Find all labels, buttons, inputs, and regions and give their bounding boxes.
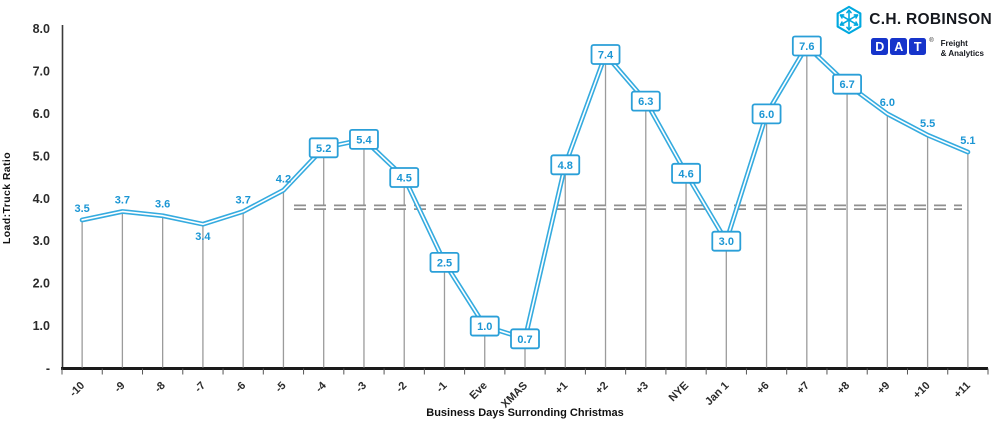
chrobinson-logo: C.H. ROBINSON bbox=[834, 5, 992, 35]
dat-letter-t: T bbox=[909, 38, 927, 55]
data-label: 4.5 bbox=[397, 173, 412, 185]
data-label: 4.8 bbox=[558, 160, 573, 172]
data-label-box bbox=[711, 230, 742, 252]
data-label-box bbox=[308, 137, 339, 159]
data-label: 6.3 bbox=[638, 96, 653, 108]
chrobinson-hexagon-icon bbox=[836, 5, 862, 35]
x-tick-label: +10 bbox=[911, 380, 933, 402]
x-tick-label: -9 bbox=[112, 380, 127, 395]
data-label: 7.4 bbox=[598, 49, 614, 61]
x-tick-label: +3 bbox=[634, 380, 651, 397]
data-label-box bbox=[510, 328, 540, 350]
data-label: 3.7 bbox=[236, 194, 251, 206]
data-label: 1.0 bbox=[477, 321, 492, 333]
data-label: 5.2 bbox=[316, 143, 331, 155]
data-label: 3.5 bbox=[74, 203, 89, 215]
data-label: 0.7 bbox=[517, 334, 532, 346]
y-tick-label: - bbox=[46, 362, 50, 376]
x-tick-label: -3 bbox=[354, 380, 369, 395]
x-tick-label: NYE bbox=[667, 380, 691, 404]
data-label: 5.4 bbox=[356, 134, 372, 146]
data-label-box bbox=[630, 90, 661, 112]
x-tick-label: Eve bbox=[468, 380, 490, 402]
data-label: 6.0 bbox=[880, 97, 895, 109]
data-label-box bbox=[469, 315, 500, 337]
x-tick-label: -10 bbox=[68, 380, 88, 400]
data-label: 6.0 bbox=[759, 109, 774, 121]
data-label: 4.2 bbox=[276, 173, 291, 185]
x-tick-label: -6 bbox=[233, 380, 248, 395]
data-label-box bbox=[832, 73, 862, 95]
y-tick-label: 3.0 bbox=[33, 234, 50, 248]
x-tick-label: -1 bbox=[434, 380, 449, 395]
x-tick-label: +8 bbox=[835, 380, 852, 397]
x-tick-label: -8 bbox=[152, 380, 167, 395]
data-label-box bbox=[791, 35, 822, 57]
data-label: 3.6 bbox=[155, 199, 170, 211]
x-tick-label: +11 bbox=[952, 380, 973, 401]
data-label: 3.0 bbox=[719, 236, 734, 248]
x-tick-label: -4 bbox=[313, 379, 329, 395]
chrobinson-logo-text: C.H. ROBINSON bbox=[869, 11, 992, 28]
data-label-box bbox=[550, 154, 581, 176]
x-tick-label: -7 bbox=[193, 380, 208, 395]
y-tick-label: 1.0 bbox=[33, 319, 50, 333]
y-tick-label: 6.0 bbox=[33, 107, 50, 121]
dat-tagline-line1: Freight bbox=[940, 39, 968, 48]
data-label: 7.6 bbox=[799, 41, 814, 53]
y-tick-label: 5.0 bbox=[33, 149, 50, 163]
data-label: 6.7 bbox=[839, 79, 854, 91]
x-tick-label: +9 bbox=[875, 380, 892, 397]
data-label-box bbox=[671, 162, 701, 184]
data-label: 4.6 bbox=[678, 168, 693, 180]
x-axis-title: Business Days Surronding Christmas bbox=[426, 407, 624, 419]
registered-trademark-mark: ® bbox=[929, 38, 934, 44]
x-tick-label: +2 bbox=[593, 380, 610, 397]
x-tick-label: -5 bbox=[273, 380, 288, 395]
y-tick-label: 4.0 bbox=[33, 192, 50, 206]
data-label-box bbox=[590, 44, 621, 65]
dat-letter-a: A bbox=[890, 38, 908, 55]
data-label-box bbox=[751, 103, 782, 125]
dat-tagline: Freight & Analytics bbox=[941, 38, 984, 58]
y-tick-label: 7.0 bbox=[33, 64, 50, 78]
y-axis-title: Load:Truck Ratio bbox=[1, 151, 13, 245]
data-label: 5.5 bbox=[920, 118, 935, 130]
data-label: 5.1 bbox=[960, 135, 975, 147]
dat-tagline-line2: & Analytics bbox=[940, 48, 984, 58]
x-tick-label: XMAS bbox=[499, 380, 530, 411]
y-tick-label: 2.0 bbox=[33, 277, 50, 291]
data-label: 3.7 bbox=[115, 194, 130, 206]
dat-logo: D A T ® Freight & Analytics bbox=[871, 38, 984, 58]
data-label-box bbox=[389, 167, 420, 188]
x-tick-label: +6 bbox=[754, 380, 771, 397]
data-label-box bbox=[349, 128, 379, 150]
x-tick-label: Jan 1 bbox=[703, 380, 731, 408]
x-tick-label: -2 bbox=[394, 380, 409, 395]
data-label: 3.4 bbox=[195, 231, 211, 243]
x-tick-label: +1 bbox=[553, 380, 570, 397]
x-tick-label: +7 bbox=[795, 380, 812, 397]
dat-letter-d: D bbox=[871, 38, 889, 55]
logo-stack: C.H. ROBINSON D A T ® Freight & Analytic… bbox=[834, 5, 992, 58]
y-tick-label: 8.0 bbox=[33, 22, 50, 36]
data-label-box bbox=[429, 252, 460, 273]
data-label: 2.5 bbox=[437, 257, 452, 269]
